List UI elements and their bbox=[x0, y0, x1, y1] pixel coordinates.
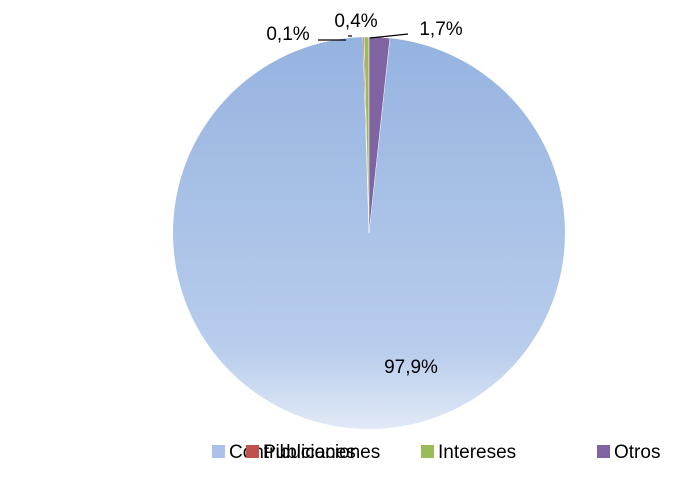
legend-swatch bbox=[421, 445, 434, 458]
legend-label: Otros bbox=[614, 442, 660, 463]
legend-label: Intereses bbox=[438, 442, 516, 463]
legend-label: Contribuciones bbox=[229, 442, 356, 463]
data-label: 0,4% bbox=[334, 11, 377, 32]
legend-swatch bbox=[212, 445, 225, 458]
leader-line bbox=[369, 33, 409, 39]
legend-label: Publicaciones bbox=[263, 442, 380, 463]
data-label: 1,7% bbox=[419, 19, 462, 40]
data-label: 97,9% bbox=[384, 357, 438, 378]
legend-swatch bbox=[246, 445, 259, 458]
pie-slice bbox=[173, 37, 566, 429]
data-label: 0,1% bbox=[266, 24, 309, 45]
legend-swatch bbox=[597, 445, 610, 458]
